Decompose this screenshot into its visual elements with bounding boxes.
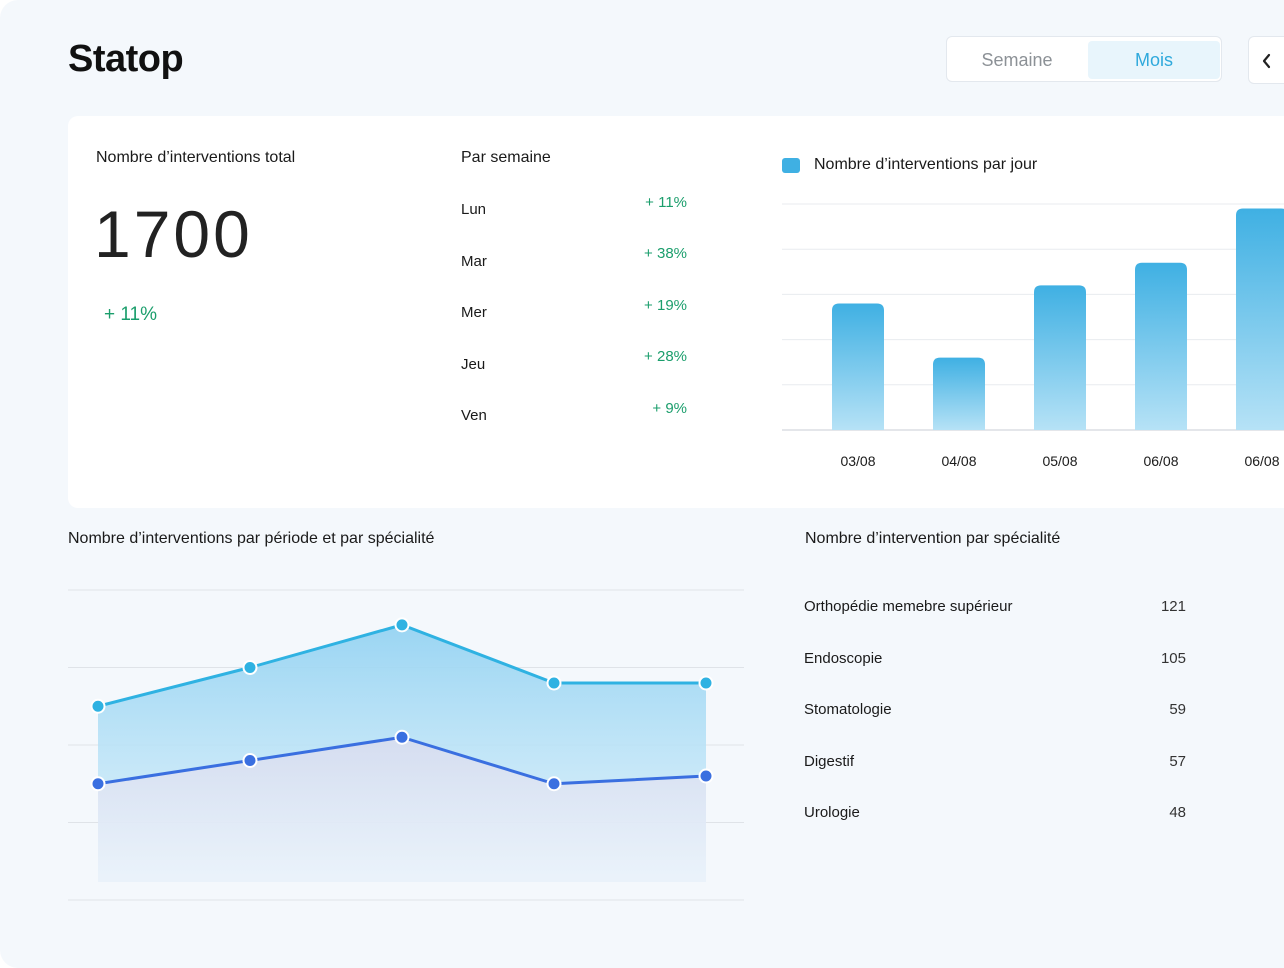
specialty-count: 121 [1160,598,1186,615]
bar [1236,208,1284,430]
day-label: Jeu [461,356,486,373]
legend-swatch [782,158,800,173]
data-point [546,675,562,691]
data-point [394,729,410,745]
specialty-area-chart [68,589,744,901]
x-tick-label: 05/08 [1042,453,1077,469]
data-point [546,776,562,792]
tab-month[interactable]: Mois [1088,41,1220,79]
x-tick-label: 06/08 [1143,453,1178,469]
data-point [394,617,410,633]
total-value: 1700 [94,197,253,271]
total-label: Nombre d’interventions total [96,149,296,166]
chevron-left-icon [1262,53,1271,69]
x-tick-label: 06/08 [1244,453,1279,469]
data-point [90,698,106,714]
specialty-count: 59 [1169,701,1186,718]
day-label: Mer [461,304,487,321]
bar [1034,285,1086,430]
page-title: Statop [68,38,184,80]
specialty-name: Urologie [804,804,860,821]
day-label: Lun [461,201,487,218]
series-area [98,737,706,882]
day-change: + 38% [644,245,687,262]
data-point [90,776,106,792]
period-toggle: Semaine Mois [946,36,1222,82]
specialty-count: 57 [1169,753,1186,770]
day-label: Ven [461,407,487,424]
period-chart-title: Nombre d’interventions par période et pa… [68,530,435,547]
data-point [698,675,714,691]
legend-label: Nombre d’interventions par jour [814,156,1038,173]
bar [933,357,985,430]
specialty-count: 105 [1160,650,1186,667]
data-point [698,768,714,784]
x-tick-label: 04/08 [941,453,976,469]
total-change: + 11% [104,304,157,325]
previous-period-button[interactable] [1248,36,1284,84]
specialty-name: Endoscopie [804,650,883,667]
day-change: + 19% [644,297,687,314]
x-tick-label: 03/08 [840,453,875,469]
specialty-name: Digestif [804,753,855,770]
daily-bar-chart: 03/08 04/08 05/08 06/08 06/08 [782,203,1284,469]
specialty-count: 48 [1169,804,1186,821]
data-point [242,660,258,675]
day-label: Mar [461,253,487,270]
tab-week[interactable]: Semaine [981,50,1053,70]
specialty-name: Stomatologie [804,701,892,718]
specialty-name: Orthopédie memebre supérieur [804,598,1013,615]
day-change: + 11% [645,194,687,211]
bar [1135,262,1187,430]
data-point [242,753,258,768]
specialty-list-title: Nombre d’intervention par spécialité [805,530,1061,547]
day-change: + 9% [652,400,687,417]
bar [832,303,884,430]
weekly-label: Par semaine [461,149,551,166]
day-change: + 28% [644,348,687,365]
